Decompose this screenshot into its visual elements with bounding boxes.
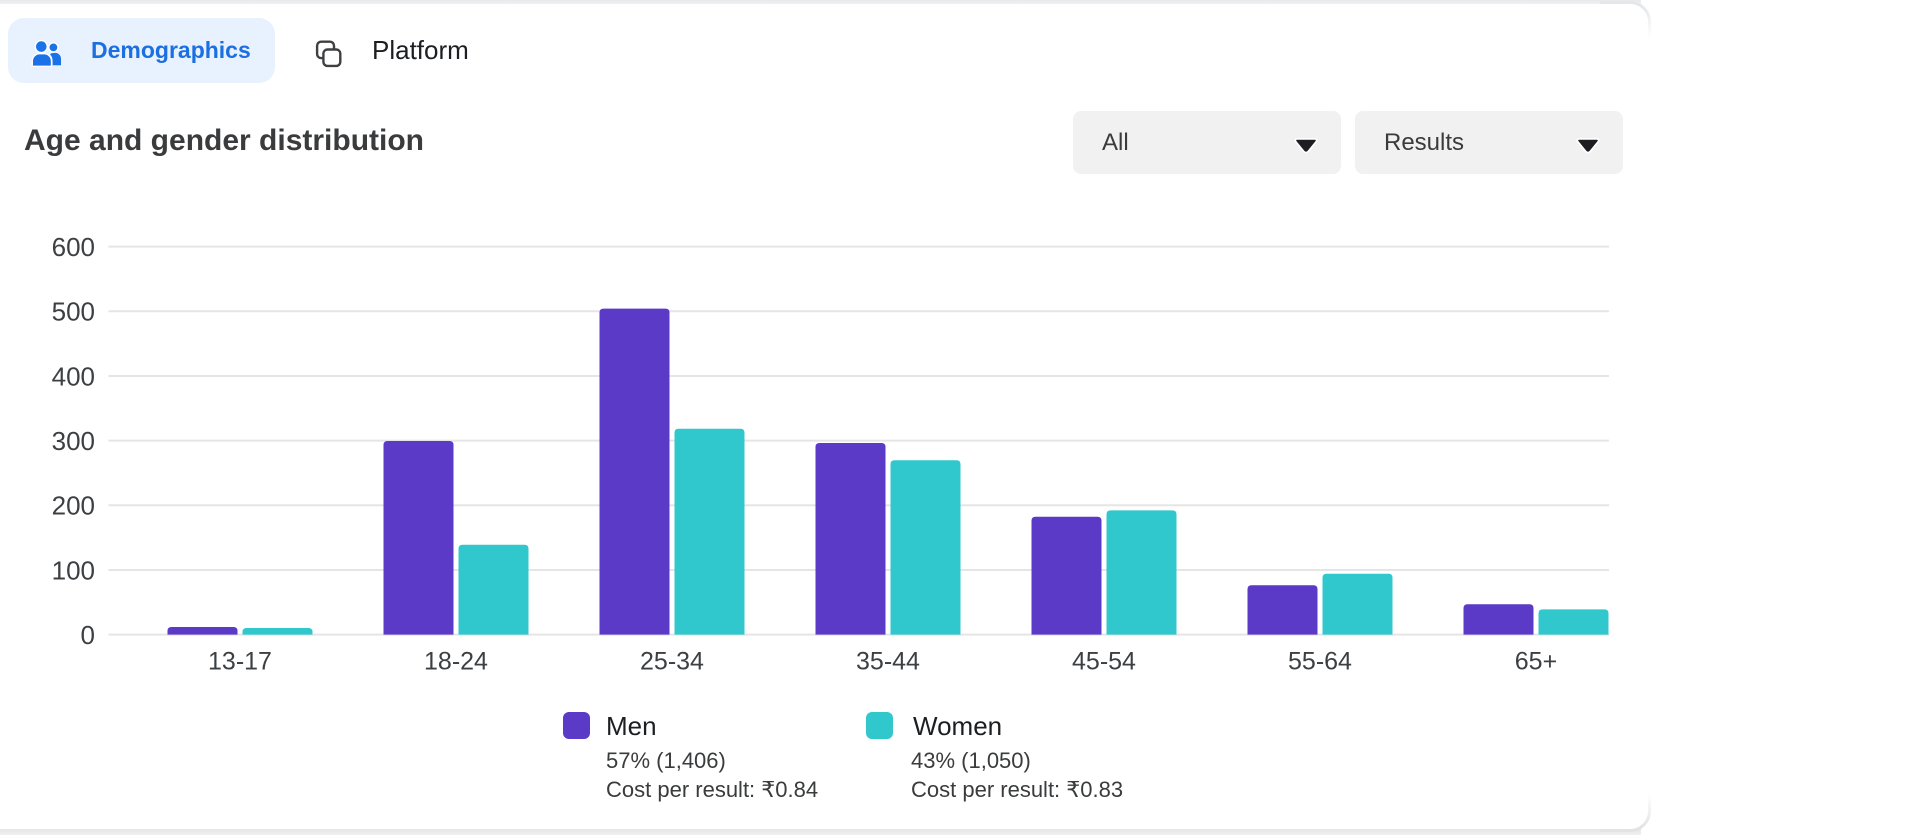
- svg-text:500: 500: [52, 297, 95, 327]
- svg-text:55-64: 55-64: [1288, 648, 1352, 676]
- svg-text:18-24: 18-24: [424, 648, 488, 676]
- svg-text:0: 0: [81, 620, 95, 650]
- svg-text:100: 100: [52, 555, 95, 585]
- svg-text:35-44: 35-44: [856, 648, 920, 676]
- svg-text:25-34: 25-34: [640, 648, 704, 676]
- svg-text:600: 600: [52, 232, 95, 262]
- svg-text:13-17: 13-17: [208, 648, 272, 676]
- svg-text:200: 200: [52, 491, 95, 521]
- svg-text:300: 300: [52, 426, 95, 456]
- svg-text:400: 400: [52, 361, 95, 391]
- svg-text:45-54: 45-54: [1072, 648, 1136, 676]
- svg-text:65+: 65+: [1515, 648, 1557, 676]
